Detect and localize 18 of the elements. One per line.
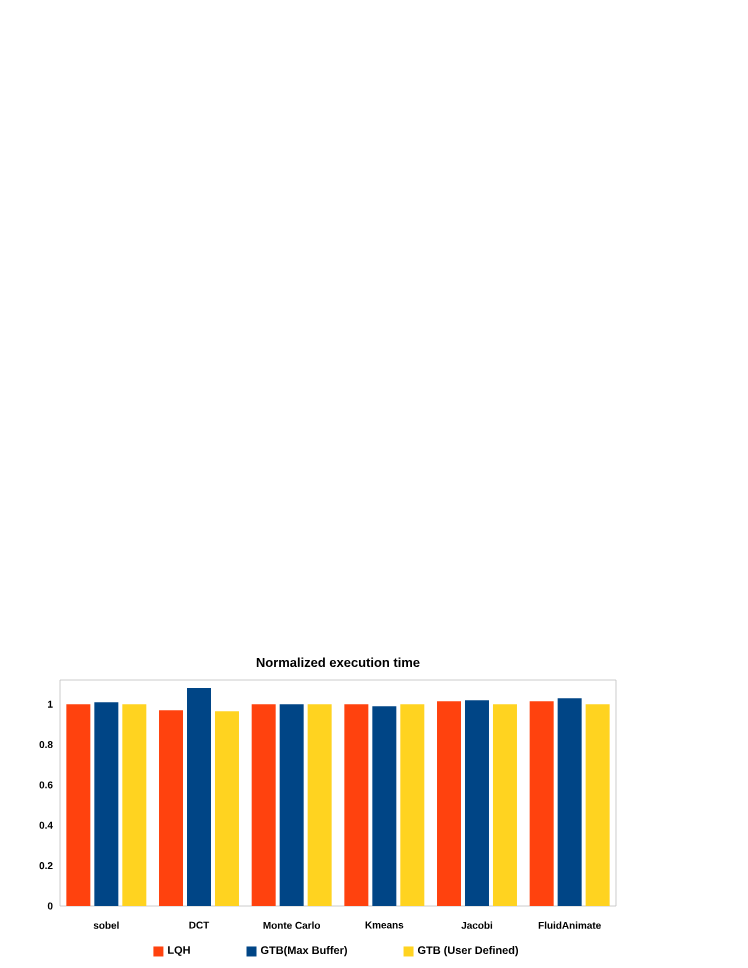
bar: [557, 698, 582, 906]
bar: [400, 704, 425, 906]
bar: [187, 688, 211, 906]
bar: [372, 706, 397, 906]
bar: [122, 704, 147, 906]
bar: [251, 704, 276, 906]
bar: [94, 702, 119, 906]
bar: [464, 700, 489, 906]
bar: [307, 704, 332, 906]
bar: [492, 704, 517, 906]
bar: [279, 704, 304, 906]
bar: [437, 701, 462, 906]
bar: [66, 704, 91, 906]
bar: [344, 704, 369, 906]
bar: [529, 701, 554, 906]
bar: [214, 711, 239, 906]
bar: [585, 704, 610, 906]
bar: [159, 710, 184, 906]
